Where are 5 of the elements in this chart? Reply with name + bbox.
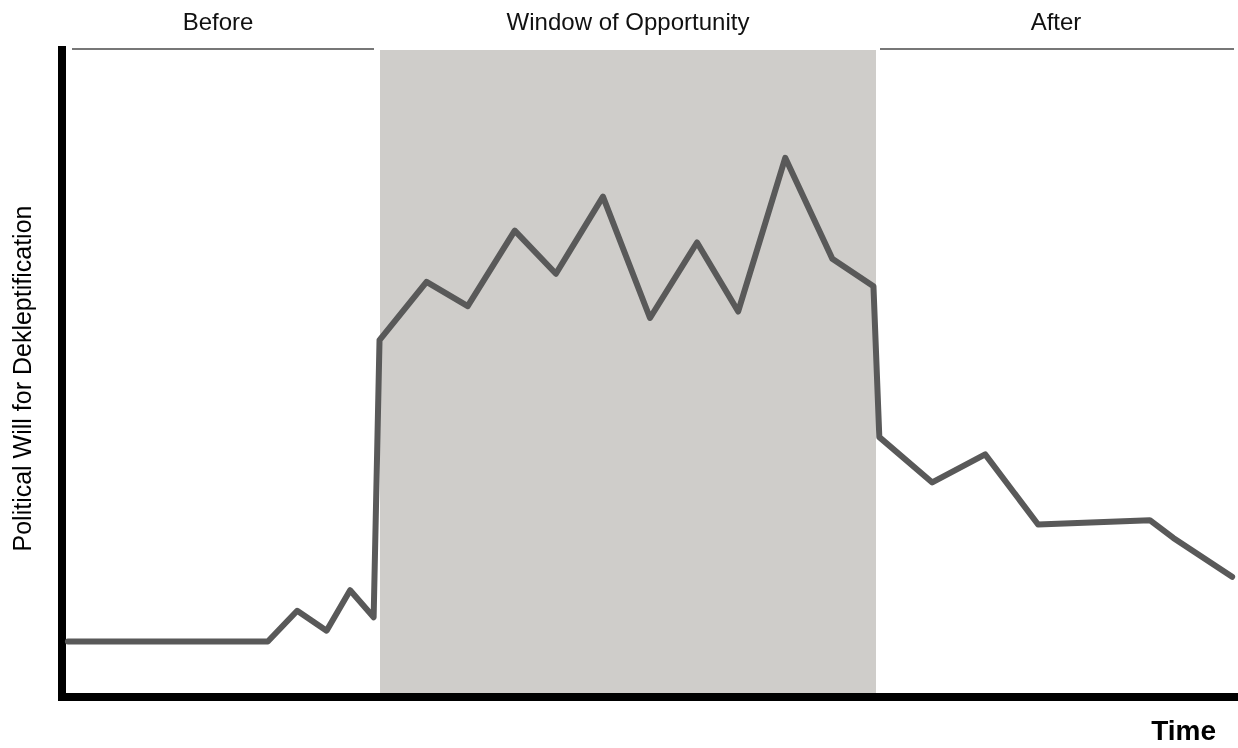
x-axis-title: Time — [1151, 714, 1216, 746]
text: Window of Opportunity — [506, 8, 750, 36]
y-axis-title: Political Will for Dekleptification — [7, 205, 36, 552]
text: After — [1030, 8, 1082, 36]
text: Before — [182, 8, 254, 36]
